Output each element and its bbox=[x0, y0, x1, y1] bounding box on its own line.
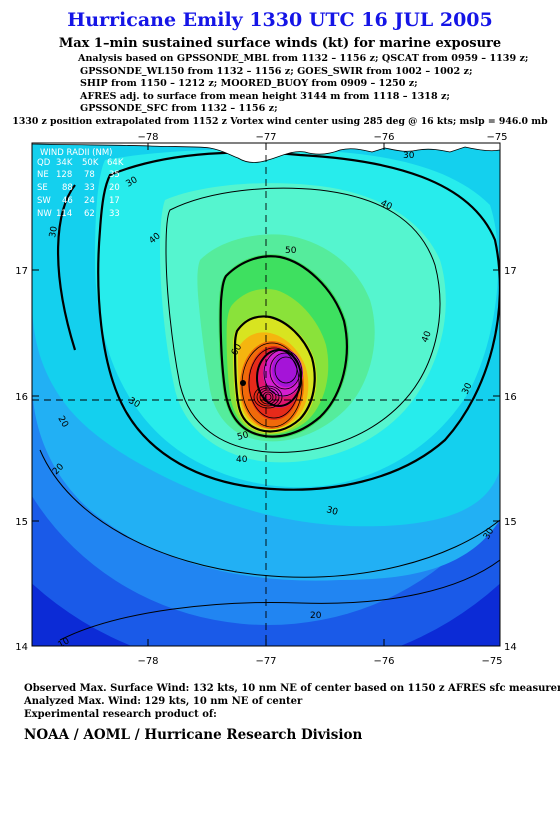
lon-tick-top: −75 bbox=[486, 132, 507, 143]
position-note: 1330 z position extrapolated from 1152 z… bbox=[12, 116, 548, 127]
axis-labels: −78 −77 −76 −75 −78 −77 −76 −75 17 16 15… bbox=[15, 132, 516, 667]
page-title: Hurricane Emily 1330 UTC 16 JUL 2005 bbox=[67, 9, 493, 31]
wind-radii-cell: 17 bbox=[109, 196, 120, 206]
analysis-line: Analysis based on GPSSONDE_MBL from 1132… bbox=[78, 53, 529, 64]
lat-tick-left: 14 bbox=[15, 642, 28, 653]
wind-radii-cell: 88 bbox=[62, 183, 73, 193]
contour-label: 40 bbox=[420, 330, 433, 344]
wind-radii-cell: 128 bbox=[56, 170, 72, 180]
contour-label: 20 bbox=[310, 611, 322, 621]
wind-radii-title: WIND RADII (NM) bbox=[40, 148, 112, 158]
wind-radii-header-cell: 50K bbox=[82, 158, 99, 168]
lat-tick-right: 15 bbox=[504, 517, 517, 528]
experimental-note: Experimental research product of: bbox=[24, 709, 217, 720]
organization-name: NOAA / AOML / Hurricane Research Divisio… bbox=[24, 727, 363, 743]
contour-label: 40 bbox=[236, 455, 248, 465]
tick-marks bbox=[32, 143, 501, 647]
lon-tick-bottom: −75 bbox=[481, 656, 502, 667]
wind-radii-cell: 24 bbox=[84, 196, 95, 206]
page-subtitle: Max 1–min sustained surface winds (kt) f… bbox=[58, 36, 502, 51]
lat-tick-left: 16 bbox=[15, 392, 28, 403]
wind-radii-header-cell: 34K bbox=[56, 158, 73, 168]
wind-radii-cell: 33 bbox=[84, 183, 95, 193]
analysis-line: AFRES adj. to surface from mean height 3… bbox=[80, 90, 450, 102]
field-110kt bbox=[272, 353, 300, 387]
wind-radii-cell: 20 bbox=[109, 183, 120, 193]
contour-label: 30 bbox=[48, 225, 60, 238]
contour-label: 50 bbox=[285, 246, 297, 256]
contour-label: 30 bbox=[461, 381, 475, 396]
contour-label: 30 bbox=[403, 151, 415, 161]
lon-tick-top: −77 bbox=[255, 132, 276, 143]
wind-radii-cell: 114 bbox=[56, 209, 72, 219]
wind-radii-cell: NE bbox=[37, 170, 49, 180]
contour-label: 40 bbox=[379, 199, 394, 213]
analyzed-max-wind: Analyzed Max. Wind: 129 kts, 10 nm NE of… bbox=[24, 696, 303, 707]
max-wind-marker bbox=[240, 380, 246, 386]
lon-tick-bottom: −78 bbox=[137, 656, 158, 667]
lat-tick-right: 17 bbox=[504, 266, 517, 277]
lon-tick-bottom: −77 bbox=[255, 656, 276, 667]
wind-radii-table: WIND RADII (NM) QD 34K 50K 64K NE 128 78… bbox=[37, 148, 124, 219]
lat-tick-left: 17 bbox=[15, 266, 28, 277]
contour-label: 10 bbox=[57, 636, 72, 651]
wind-radii-cell: 35 bbox=[109, 170, 120, 180]
lon-tick-top: −76 bbox=[373, 132, 394, 143]
wind-radii-cell: 78 bbox=[84, 170, 95, 180]
lon-tick-bottom: −76 bbox=[373, 656, 394, 667]
wind-radii-cell: 62 bbox=[84, 209, 95, 219]
analysis-sources: Analysis based on GPSSONDE_MBL from 1132… bbox=[78, 53, 558, 116]
wind-radii-cell: 46 bbox=[62, 196, 73, 206]
lat-tick-right: 16 bbox=[504, 392, 517, 403]
lon-tick-top: −78 bbox=[137, 132, 158, 143]
contour-label: 30 bbox=[325, 505, 339, 518]
wind-radii-cell: SW bbox=[37, 196, 51, 206]
footer-notes: Observed Max. Surface Wind: 132 kts, 10 … bbox=[24, 682, 560, 721]
wind-radii-header-cell: 64K bbox=[107, 158, 124, 168]
observed-max-wind: Observed Max. Surface Wind: 132 kts, 10 … bbox=[24, 683, 560, 694]
wind-radii-cell: SE bbox=[37, 183, 48, 193]
contour-labels: 30 40 50 60 30 40 30 40 30 50 40 30 30 3… bbox=[48, 151, 496, 651]
lat-tick-left: 15 bbox=[15, 517, 28, 528]
wind-radii-cell: NW bbox=[37, 209, 52, 219]
contour-lines bbox=[39, 151, 500, 641]
wind-radii-header-cell: QD bbox=[37, 158, 51, 168]
analysis-line: SHIP from 1150 – 1212 z; MOORED_BUOY fro… bbox=[80, 78, 418, 89]
jamaica-coast bbox=[32, 143, 500, 163]
contour-label: 50 bbox=[236, 430, 250, 443]
lat-tick-right: 14 bbox=[504, 642, 517, 653]
wind-map: 30 40 50 60 30 40 30 40 30 50 40 30 30 3… bbox=[15, 132, 516, 667]
analysis-line: GPSSONDE_WL150 from 1132 – 1156 z; GOES_… bbox=[80, 65, 473, 77]
wind-map-svg: 30 40 50 60 30 40 30 40 30 50 40 30 30 3… bbox=[15, 132, 516, 667]
wind-radii-cell: 33 bbox=[109, 209, 120, 219]
analysis-line: GPSSONDE_SFC from 1132 – 1156 z; bbox=[80, 103, 278, 114]
